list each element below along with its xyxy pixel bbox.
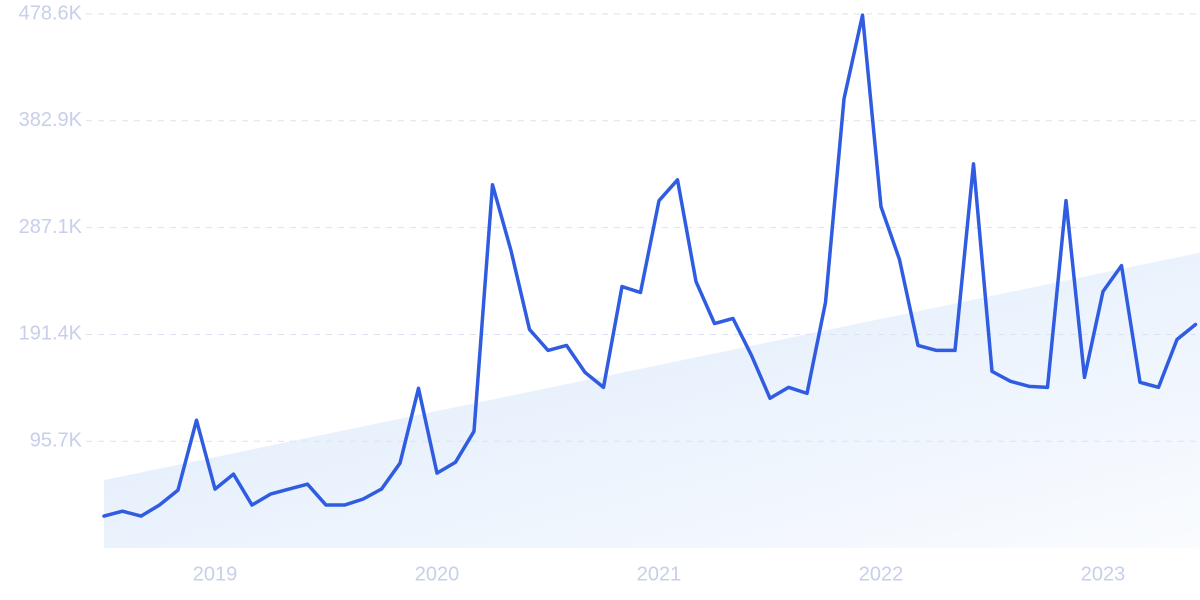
x-tick-label: 2021	[637, 563, 682, 585]
y-tick-label: 478.6K	[19, 2, 83, 24]
x-tick-label: 2019	[193, 563, 238, 585]
y-tick-label: 95.7K	[30, 430, 83, 452]
x-tick-label: 2022	[859, 563, 904, 585]
trend-area	[104, 252, 1200, 548]
y-tick-label: 382.9K	[19, 109, 83, 131]
x-tick-label: 2020	[415, 563, 460, 585]
y-tick-label: 191.4K	[19, 323, 83, 345]
y-tick-label: 287.1K	[19, 216, 83, 238]
line	[102, 13, 1198, 518]
x-tick-label: 2023	[1081, 563, 1126, 585]
